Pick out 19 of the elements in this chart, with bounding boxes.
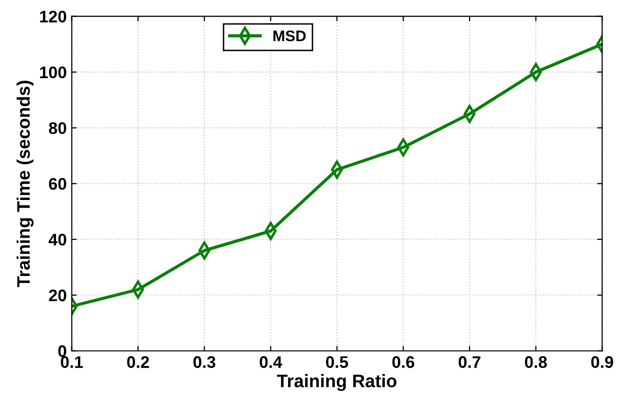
- x-tick-label: 0.6: [392, 356, 414, 368]
- x-tick-label: 0.5: [326, 356, 348, 368]
- y-tick-label: 120: [40, 10, 66, 23]
- x-tick-label: 0.2: [127, 356, 149, 368]
- x-tick-label: 0.1: [60, 356, 83, 368]
- y-tick-label: 80: [48, 122, 66, 134]
- legend-label: MSD: [273, 30, 306, 42]
- y-tick-label: 0: [58, 345, 66, 358]
- x-axis-title: Training Ratio: [276, 374, 396, 391]
- x-tick-label: 0.7: [458, 356, 480, 368]
- y-tick-label: 40: [48, 234, 66, 246]
- x-tick-label: 0.4: [260, 356, 282, 368]
- y-axis-title: Training Time (seconds): [16, 80, 34, 288]
- y-tick-label: 100: [40, 66, 66, 78]
- y-tick-label: 20: [48, 290, 66, 302]
- y-tick-label: 60: [48, 178, 66, 190]
- x-tick-label: 0.9: [591, 356, 614, 368]
- x-tick-label: 0.8: [524, 356, 547, 368]
- x-tick-label: 0.3: [193, 356, 216, 368]
